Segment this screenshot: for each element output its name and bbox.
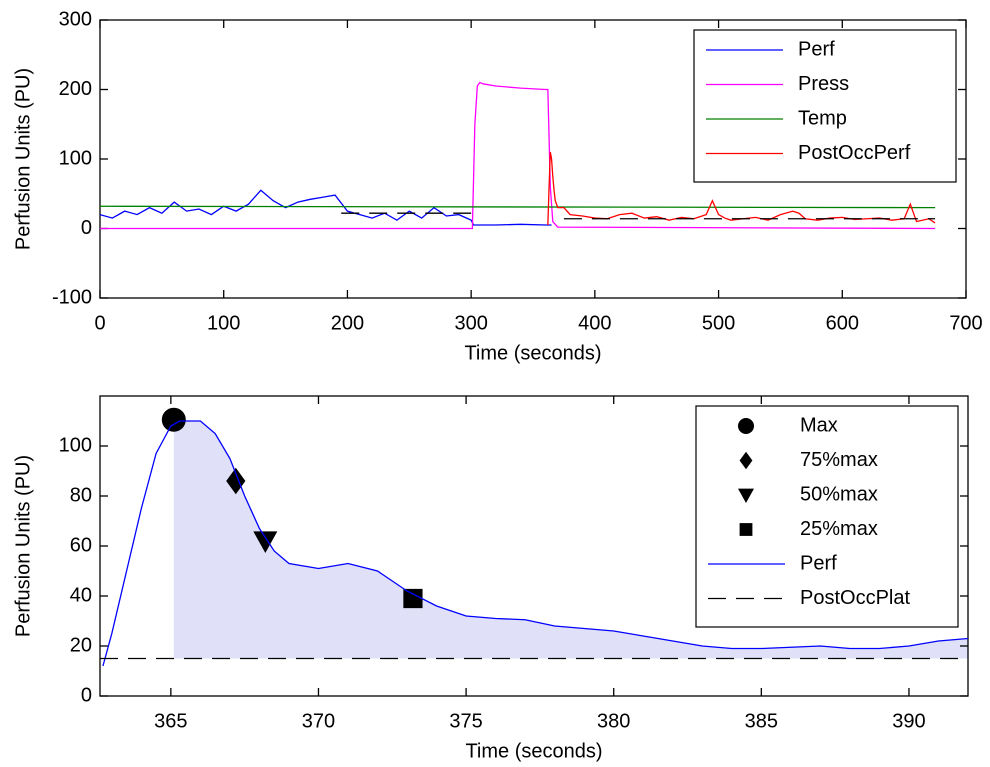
x-tick-label: 390 bbox=[892, 710, 925, 732]
legend-box bbox=[695, 405, 959, 628]
series-line bbox=[102, 420, 969, 667]
legend-label: PostOccPlat bbox=[800, 587, 910, 609]
y-tick-label: 200 bbox=[59, 78, 92, 100]
shaded-area bbox=[173, 419, 969, 659]
legend-marker bbox=[739, 523, 753, 536]
series-line bbox=[341, 212, 936, 220]
x-tick-label: 500 bbox=[702, 312, 735, 334]
legend-label: Max bbox=[800, 414, 838, 436]
x-tick-label: 0 bbox=[94, 312, 105, 334]
marker bbox=[403, 588, 423, 609]
legend-label: PostOccPerf bbox=[798, 142, 911, 164]
x-tick-label: 375 bbox=[449, 710, 482, 732]
series-line bbox=[99, 205, 936, 209]
x-tick-label: 100 bbox=[207, 312, 240, 334]
y-tick-label: 100 bbox=[59, 147, 92, 169]
y-tick-label: -100 bbox=[52, 286, 92, 308]
legend-label: 25%max bbox=[800, 518, 878, 540]
y-tick-label: 100 bbox=[59, 434, 92, 456]
x-tick-label: 370 bbox=[302, 710, 335, 732]
y-tick-label: 0 bbox=[81, 217, 92, 239]
x-tick-label: 400 bbox=[578, 312, 611, 334]
legend-label: 50%max bbox=[800, 483, 878, 505]
marker bbox=[226, 467, 246, 495]
x-tick-label: 380 bbox=[597, 710, 630, 732]
x-tick-label: 300 bbox=[454, 312, 487, 334]
legend-marker bbox=[739, 451, 753, 470]
legend-label: Perf bbox=[800, 552, 837, 574]
marker bbox=[253, 531, 278, 553]
y-axis-label: Perfusion Units (PU) bbox=[12, 455, 34, 637]
x-axis-label: Time (seconds) bbox=[464, 342, 601, 364]
x-tick-label: 200 bbox=[331, 312, 364, 334]
y-tick-label: 0 bbox=[81, 684, 92, 706]
y-axis-label: Perfusion Units (PU) bbox=[12, 68, 34, 250]
legend-label: Temp bbox=[798, 107, 847, 129]
x-tick-label: 385 bbox=[745, 710, 778, 732]
y-tick-label: 40 bbox=[70, 584, 92, 606]
legend-marker bbox=[738, 488, 754, 503]
series-line bbox=[99, 189, 552, 226]
y-tick-label: 80 bbox=[70, 484, 92, 506]
x-tick-label: 600 bbox=[826, 312, 859, 334]
y-tick-label: 60 bbox=[70, 534, 92, 556]
legend-box bbox=[693, 29, 957, 183]
x-tick-label: 365 bbox=[154, 710, 187, 732]
x-axis-label: Time (seconds) bbox=[465, 740, 602, 762]
series-line bbox=[547, 151, 936, 226]
x-tick-label: 700 bbox=[949, 312, 982, 334]
legend-marker bbox=[738, 418, 754, 434]
legend-label: 75%max bbox=[800, 449, 878, 471]
y-tick-label: 20 bbox=[70, 634, 92, 656]
legend-label: Press bbox=[798, 73, 849, 95]
marker bbox=[161, 407, 186, 432]
y-tick-label: 300 bbox=[59, 8, 92, 30]
series-line bbox=[100, 81, 936, 230]
legend-label: Perf bbox=[798, 38, 835, 60]
